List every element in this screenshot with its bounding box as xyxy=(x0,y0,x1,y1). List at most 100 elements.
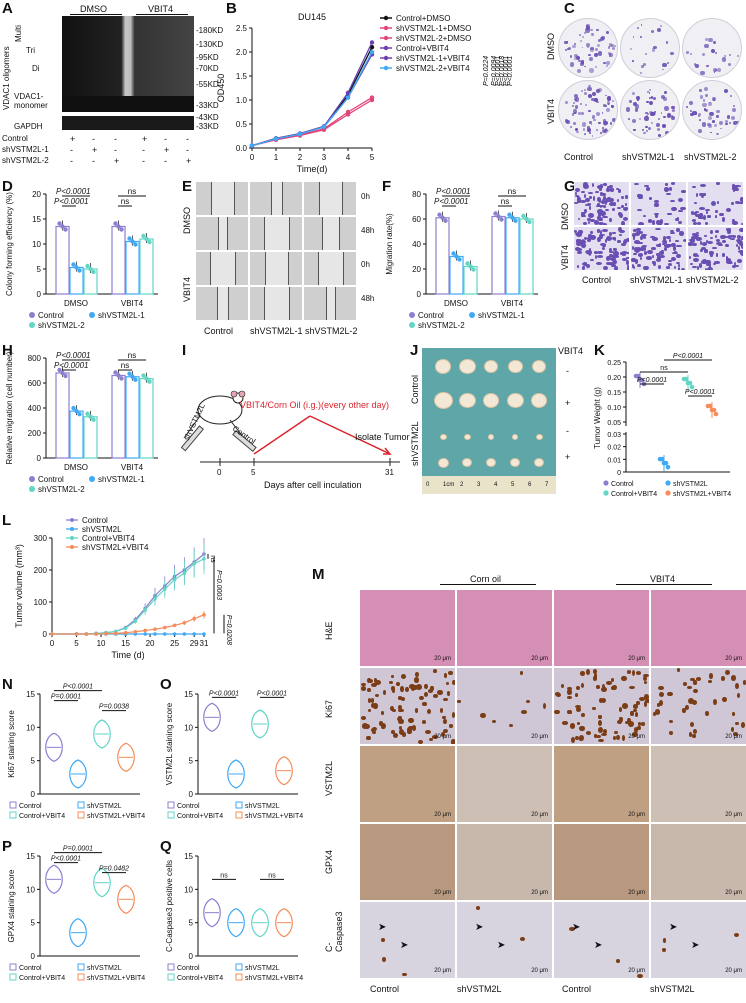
colony xyxy=(702,102,707,108)
cell xyxy=(737,235,741,240)
colony xyxy=(571,113,575,116)
cell xyxy=(640,245,646,249)
y-tick-label: 15 xyxy=(184,690,193,699)
ihc-tile: 20 μm xyxy=(457,668,552,744)
cell xyxy=(643,250,648,255)
stained-cell xyxy=(424,683,428,690)
col-label: Control xyxy=(582,275,612,285)
cell xyxy=(671,242,676,247)
stained-cell xyxy=(361,682,367,686)
wound-gap xyxy=(318,252,344,285)
series-line xyxy=(52,614,205,635)
cell xyxy=(700,184,707,188)
colony-plate xyxy=(558,18,618,78)
colony xyxy=(706,64,709,68)
colony xyxy=(631,59,634,62)
data-point xyxy=(141,233,146,239)
cell xyxy=(588,233,592,238)
legend-label: shVSTM2L xyxy=(673,481,708,488)
colony xyxy=(572,109,577,114)
cell xyxy=(698,216,703,219)
cell xyxy=(593,250,599,254)
p-value: P=0.0208 xyxy=(225,615,232,645)
y-tick-label: 20 xyxy=(32,190,41,199)
colony xyxy=(581,122,586,127)
kd-mark: -95KD xyxy=(196,53,219,62)
y-tick-label: 800 xyxy=(28,354,42,363)
stained-cell xyxy=(707,679,713,683)
cell xyxy=(715,253,719,258)
data-point xyxy=(57,221,62,226)
tumor xyxy=(506,392,524,408)
colony xyxy=(574,42,576,45)
cell xyxy=(737,246,741,250)
panel-e: E DMSO VBIT4 0h 48h 0h 48h Control shVST… xyxy=(180,178,380,340)
colony xyxy=(637,99,639,101)
colony xyxy=(572,44,577,49)
cell xyxy=(662,236,666,241)
scale-bar-label: 20 μm xyxy=(628,734,645,740)
cell xyxy=(702,193,707,196)
colony xyxy=(640,24,643,26)
colony xyxy=(692,111,697,116)
stained-cell xyxy=(685,704,690,711)
stained-cell xyxy=(381,711,385,715)
colony xyxy=(576,56,579,59)
cell xyxy=(624,238,628,242)
violin xyxy=(227,759,245,789)
tumor xyxy=(535,433,543,440)
stained-cell xyxy=(682,681,687,687)
stained-cell xyxy=(366,735,371,741)
legend-label: Control+VBIT4 xyxy=(177,813,223,820)
stained-cell xyxy=(576,707,582,712)
colony xyxy=(689,101,694,106)
wound-tile xyxy=(250,182,302,215)
panel-a: A DMSO VBIT4 Multi Tri Di VDAC1 oligomer… xyxy=(0,0,235,178)
colony xyxy=(588,109,591,113)
colony xyxy=(578,34,581,36)
colony-bar-chart: 0 5 10 15 20 Colony forming efficiency (%) DMS… xyxy=(5,187,158,330)
cell xyxy=(655,253,661,257)
colony xyxy=(698,129,703,133)
panel-d: D 0 5 10 15 20 Colony forming efficiency (%) D… xyxy=(0,178,178,340)
legend-label: shVSTM2L xyxy=(87,965,122,972)
colony xyxy=(566,47,569,50)
sign: - xyxy=(114,145,117,155)
data-point xyxy=(113,370,118,375)
colony xyxy=(603,120,608,126)
colony xyxy=(710,112,713,115)
cell xyxy=(583,208,587,214)
cell xyxy=(624,203,627,207)
cell xyxy=(659,255,666,259)
bar xyxy=(55,372,70,459)
stained-cell xyxy=(687,697,694,704)
colony xyxy=(589,132,592,135)
y-tick-label: 0.25 xyxy=(607,360,621,367)
cell xyxy=(643,246,647,251)
colony xyxy=(641,128,644,132)
legend-label: Control xyxy=(82,516,108,525)
stained-cell xyxy=(448,724,454,729)
ruler-tick: 5 xyxy=(511,482,515,488)
panel-l: L 0 100 200 300 0 5 10 15 20 25 29 31 Time (d) Tumor … xyxy=(0,512,260,672)
colony xyxy=(645,114,649,118)
tumor xyxy=(433,391,453,409)
colony xyxy=(632,102,637,107)
cell xyxy=(598,221,604,225)
stained-cell xyxy=(632,704,639,709)
panel-label: B xyxy=(226,0,237,17)
transwell-tile xyxy=(574,227,629,270)
stained-cell xyxy=(525,699,530,703)
stained-cell xyxy=(734,722,739,726)
cell xyxy=(612,257,616,263)
stained-cell xyxy=(659,699,664,706)
panel-label: F xyxy=(382,178,392,195)
stained-cell xyxy=(360,685,367,692)
cell xyxy=(609,232,613,237)
cell xyxy=(716,241,722,245)
tumor xyxy=(534,458,544,468)
data-point xyxy=(85,263,90,269)
legend-marker xyxy=(383,15,389,21)
data-point xyxy=(273,136,279,142)
cell xyxy=(719,212,724,217)
